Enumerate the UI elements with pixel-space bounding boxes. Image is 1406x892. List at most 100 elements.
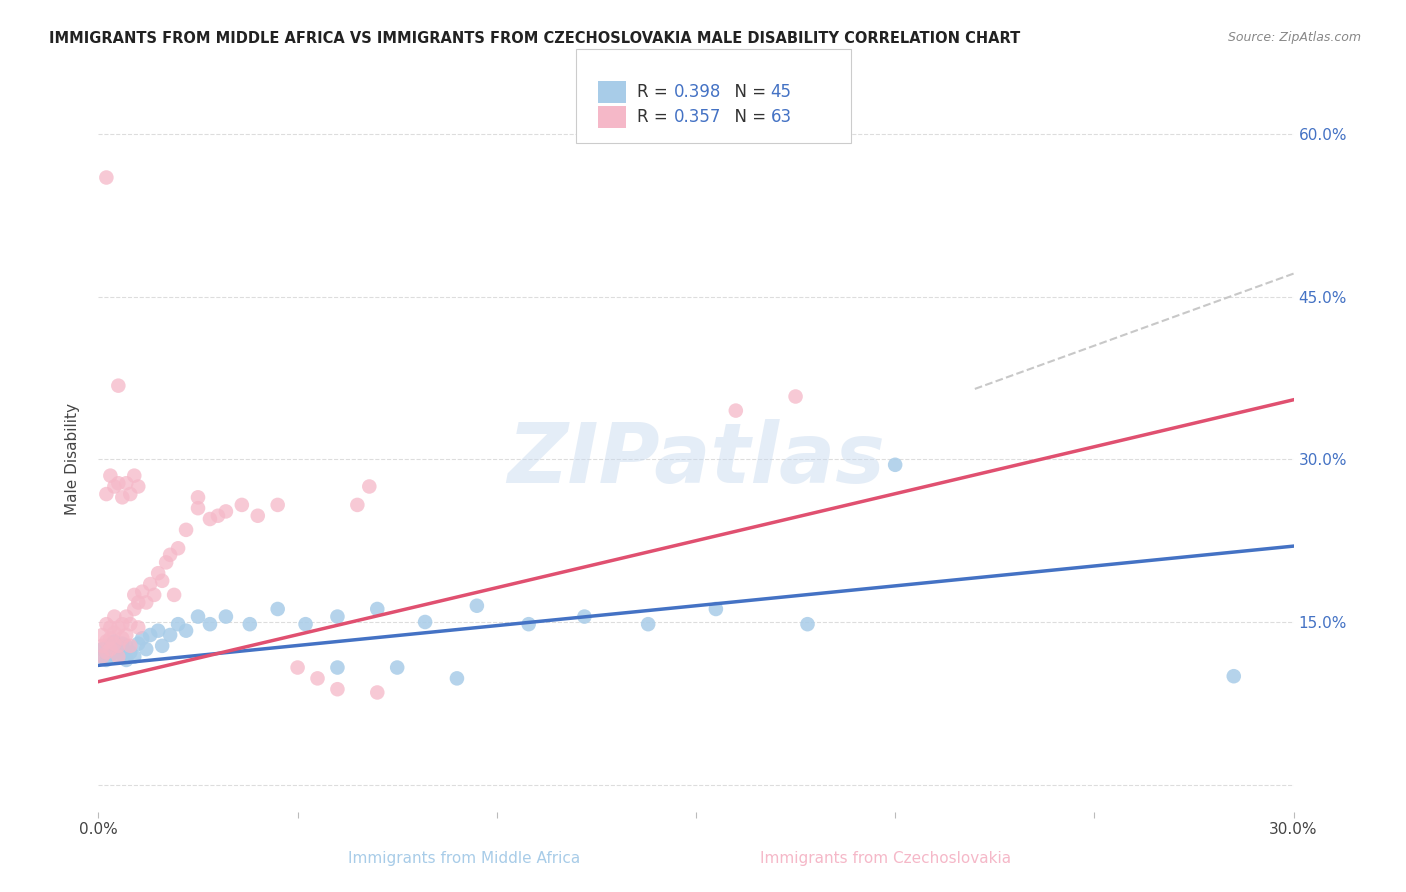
Point	[111, 491, 134, 505]
Point	[98, 468, 122, 483]
Text: Immigrants from Czechoslovakia: Immigrants from Czechoslovakia	[761, 851, 1011, 865]
Point	[107, 642, 129, 657]
Point	[127, 620, 149, 634]
Point	[167, 541, 190, 556]
Point	[637, 617, 659, 632]
Point	[107, 639, 129, 653]
Point	[155, 555, 177, 569]
Point	[127, 479, 149, 493]
Point	[120, 487, 142, 501]
Text: Source: ZipAtlas.com: Source: ZipAtlas.com	[1227, 31, 1361, 45]
Point	[159, 548, 181, 562]
Point	[207, 508, 229, 523]
Point	[124, 602, 146, 616]
Text: 45: 45	[770, 83, 792, 101]
Text: R =: R =	[637, 108, 673, 126]
Point	[465, 599, 488, 613]
Point	[103, 634, 125, 648]
Text: Immigrants from Middle Africa: Immigrants from Middle Africa	[347, 851, 581, 865]
Point	[96, 653, 118, 667]
Point	[96, 645, 118, 659]
Point	[150, 639, 173, 653]
Point	[115, 609, 138, 624]
Point	[148, 624, 170, 638]
Point	[163, 588, 186, 602]
Point	[413, 615, 436, 629]
Point	[98, 632, 122, 646]
Point	[96, 617, 118, 632]
Point	[91, 649, 114, 664]
Point	[103, 625, 125, 640]
Point	[359, 479, 381, 493]
Point	[326, 660, 349, 674]
Point	[98, 642, 122, 657]
Point	[198, 617, 221, 632]
Point	[111, 617, 134, 632]
Point	[215, 609, 238, 624]
Text: IMMIGRANTS FROM MIDDLE AFRICA VS IMMIGRANTS FROM CZECHOSLOVAKIA MALE DISABILITY : IMMIGRANTS FROM MIDDLE AFRICA VS IMMIGRA…	[49, 31, 1021, 46]
Point	[446, 672, 468, 686]
Point	[103, 479, 125, 493]
Point	[91, 649, 114, 664]
Point	[124, 649, 146, 664]
Point	[796, 617, 818, 632]
Point	[91, 628, 114, 642]
Point	[115, 639, 138, 653]
Point	[326, 682, 349, 697]
Point	[111, 632, 134, 646]
Point	[174, 523, 197, 537]
Point	[287, 660, 309, 674]
Point	[107, 476, 129, 491]
Point	[148, 566, 170, 581]
Point	[96, 645, 118, 659]
Point	[267, 498, 290, 512]
Point	[124, 468, 146, 483]
Point	[131, 632, 153, 646]
Point	[120, 645, 142, 659]
Point	[107, 649, 129, 664]
Point	[167, 617, 190, 632]
Point	[239, 617, 262, 632]
Point	[135, 642, 157, 657]
Point	[231, 498, 253, 512]
Point	[96, 634, 118, 648]
Point	[187, 491, 209, 505]
Text: 0.357: 0.357	[673, 108, 721, 126]
Point	[103, 609, 125, 624]
Point	[103, 637, 125, 651]
Point	[159, 628, 181, 642]
Point	[91, 642, 114, 657]
Point	[724, 403, 747, 417]
Point	[98, 639, 122, 653]
Point	[115, 628, 138, 642]
Point	[135, 595, 157, 609]
Point	[366, 602, 388, 616]
Point	[198, 512, 221, 526]
Point	[103, 643, 125, 657]
Point	[96, 170, 118, 185]
Point	[143, 588, 166, 602]
Point	[366, 685, 388, 699]
Point	[1223, 669, 1246, 683]
Point	[307, 672, 329, 686]
Text: 0.398: 0.398	[673, 83, 721, 101]
Point	[267, 602, 290, 616]
Point	[294, 617, 316, 632]
Point	[124, 588, 146, 602]
Point	[139, 577, 162, 591]
Text: N =: N =	[724, 108, 772, 126]
Point	[187, 609, 209, 624]
Point	[115, 653, 138, 667]
Text: 63: 63	[770, 108, 792, 126]
Point	[326, 609, 349, 624]
Text: R =: R =	[637, 83, 673, 101]
Point	[187, 501, 209, 516]
Point	[215, 504, 238, 518]
Point	[107, 649, 129, 664]
Point	[574, 609, 596, 624]
Text: ZIPatlas: ZIPatlas	[508, 419, 884, 500]
Point	[131, 584, 153, 599]
Point	[127, 595, 149, 609]
Point	[98, 620, 122, 634]
Point	[174, 624, 197, 638]
